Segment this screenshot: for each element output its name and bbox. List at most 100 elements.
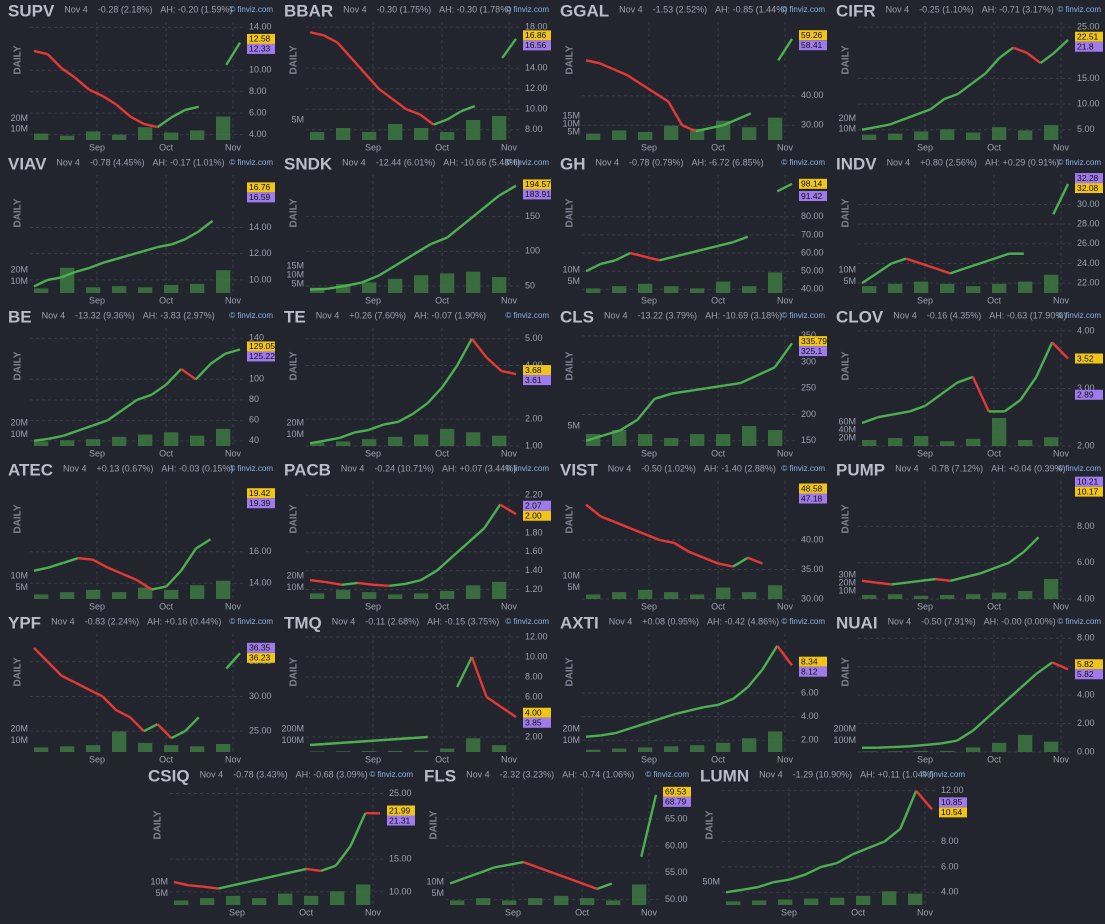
price-label: 59.26 — [801, 30, 823, 40]
volume-tick-label: 5M — [567, 276, 580, 286]
y-tick-label: 8.00 — [249, 86, 267, 96]
source: © finviz.com — [781, 617, 825, 626]
date: Nov 4 — [342, 157, 366, 167]
price-segment — [877, 745, 894, 749]
date: Nov 4 — [895, 463, 919, 473]
price-segment — [688, 550, 705, 559]
volume-bar — [940, 129, 955, 140]
volume-bar — [112, 286, 127, 293]
price-segment — [451, 541, 470, 558]
price-box — [247, 488, 275, 499]
y-tick-label: 140 — [249, 333, 264, 343]
price-label: 125.22 — [249, 351, 275, 361]
volume-bar — [440, 273, 455, 293]
price-segment — [585, 734, 601, 738]
volume-tick-label: 5M — [567, 126, 580, 136]
ticker: AXTI — [560, 613, 599, 632]
after-hours-change: AH: -10.69 (3.18%) — [705, 310, 782, 320]
price-segment — [378, 264, 397, 277]
date: Nov 4 — [51, 616, 75, 626]
x-tick-label: Oct — [435, 448, 450, 458]
price-segment — [129, 115, 145, 125]
price-segment — [165, 368, 183, 386]
price-segment — [143, 723, 159, 733]
price-segment — [916, 108, 932, 116]
volume-bar — [716, 281, 731, 293]
price-label: 3.52 — [1077, 353, 1094, 363]
date: Nov 4 — [886, 4, 910, 14]
price-segment — [659, 255, 675, 262]
x-tick-label: Oct — [711, 295, 726, 305]
volume-bar — [336, 589, 351, 599]
price-box — [247, 652, 275, 663]
y-tick-label: 10.00 — [389, 886, 412, 896]
y-tick-label: 6.00 — [1077, 557, 1095, 567]
x-tick-label: Oct — [435, 142, 450, 152]
timeframe-label: DAILY — [565, 657, 576, 686]
volume-bar — [638, 589, 653, 599]
price-segment — [688, 705, 704, 712]
price-segment — [364, 72, 380, 90]
price-segment — [640, 794, 658, 858]
stock-panel: INDV Nov 4 +0.80 (2.56%) AH: +0.29 (0.91%)©… — [836, 154, 1103, 305]
y-tick-label: 16.00 — [249, 546, 272, 556]
change: -0.28 (2.18%) — [98, 4, 153, 14]
volume-bar — [992, 418, 1007, 446]
change: -0.83 (2.24%) — [85, 616, 140, 626]
price-segment — [920, 577, 936, 583]
price-segment — [456, 338, 473, 367]
volume-bar — [580, 898, 595, 905]
volume-tick-label: 5M — [291, 114, 304, 124]
price-segment — [757, 881, 774, 889]
price-segment — [836, 853, 854, 865]
ticker: BE — [8, 307, 32, 326]
y-tick-label: 14.00 — [525, 63, 548, 73]
price-segment — [151, 383, 168, 396]
change: -1.53 (2.52%) — [653, 4, 708, 14]
volume-tick-label: 200M — [833, 724, 856, 734]
price-segment — [47, 276, 62, 282]
y-tick-label: 26.00 — [1077, 238, 1100, 248]
x-tick-label: Nov — [225, 295, 242, 305]
y-tick-label: 0.00 — [1077, 746, 1095, 756]
y-tick-label: 50.00 — [665, 894, 688, 904]
volume-bar — [310, 593, 325, 599]
volume-bar — [492, 745, 507, 752]
source: © finviz.com — [229, 464, 273, 473]
price-box — [523, 40, 551, 51]
x-tick-label: Oct — [987, 142, 1002, 152]
volume-bar — [440, 748, 455, 752]
volume-bar — [310, 132, 325, 140]
y-tick-label: 50 — [525, 280, 535, 290]
price-box — [1075, 486, 1103, 497]
price-segment — [33, 437, 49, 443]
y-tick-label: 40.00 — [801, 284, 824, 294]
volume-bar — [336, 441, 351, 446]
x-tick-label: Sep — [917, 142, 933, 152]
after-hours-change: AH: -0.63 (17.90%) — [989, 310, 1066, 320]
volume-bar — [778, 899, 793, 905]
price-label: 16.86 — [525, 30, 547, 40]
price-segment — [899, 790, 918, 830]
change: -1.29 (10.90%) — [793, 769, 853, 779]
price-segment — [671, 389, 690, 395]
y-tick-label: 1.20 — [525, 584, 543, 594]
volume-bar — [726, 901, 741, 905]
ticker: SNDK — [284, 154, 333, 173]
date: Nov 4 — [609, 616, 633, 626]
y-tick-label: 4.00 — [941, 887, 959, 897]
price-segment — [629, 527, 646, 536]
price-segment — [357, 581, 374, 587]
y-tick-label: 10.00 — [525, 651, 548, 661]
ticker: INDV — [836, 154, 877, 173]
volume-bar — [612, 748, 627, 752]
price-segment — [101, 695, 118, 712]
volume-bar — [310, 442, 325, 446]
volume-bar — [216, 116, 231, 140]
y-tick-label: 250 — [801, 383, 816, 393]
price-segment — [599, 62, 614, 71]
price-segment — [46, 660, 63, 677]
price-segment — [209, 352, 226, 365]
volume-bar — [86, 439, 101, 446]
volume-bar — [690, 128, 705, 140]
